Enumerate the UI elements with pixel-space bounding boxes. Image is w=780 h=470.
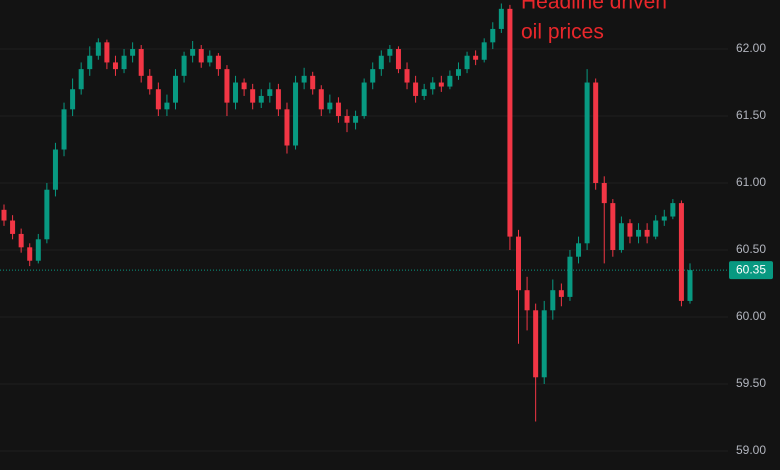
candle-body	[181, 55, 187, 76]
candle-body	[353, 116, 359, 123]
candle-body	[241, 82, 247, 90]
candle-body	[507, 8, 513, 237]
candle-body	[61, 109, 67, 150]
candle-body	[421, 89, 427, 96]
candle-body	[147, 75, 153, 90]
candle-body	[550, 290, 556, 311]
candle-body	[215, 55, 221, 70]
candle-body	[438, 82, 444, 87]
candle-body	[541, 310, 547, 378]
candle-body	[1, 209, 7, 221]
candle-body	[413, 82, 419, 96]
candle-body	[610, 203, 616, 251]
candle-body	[524, 290, 530, 311]
candle-body	[644, 229, 650, 237]
candle-body	[593, 82, 599, 184]
candle-body	[44, 189, 50, 240]
candle-body	[678, 203, 684, 301]
candle-body	[584, 82, 590, 244]
candle-body	[10, 220, 16, 234]
annotations: Headline driven oil prices	[521, 0, 667, 44]
candle-body	[378, 55, 384, 70]
candle-body	[335, 102, 341, 117]
candle-body	[233, 82, 239, 103]
candle-body	[327, 102, 333, 110]
y-tick-label: 61.50	[736, 108, 766, 122]
y-tick-label: 60.50	[736, 242, 766, 256]
candle-body	[104, 42, 110, 63]
y-tick-label: 61.00	[736, 175, 766, 189]
candle-body	[224, 69, 230, 103]
candle-body	[164, 102, 170, 110]
candle-body	[293, 82, 299, 146]
candle-body	[601, 183, 607, 204]
candle-body	[95, 42, 101, 56]
candle-body	[481, 42, 487, 60]
candle-body	[310, 75, 316, 90]
annotation-text: Headline driven	[521, 0, 667, 14]
candle-body	[138, 49, 144, 76]
candle-body	[387, 49, 393, 56]
candle-body	[87, 55, 93, 70]
candle-body	[258, 95, 264, 103]
candle-body	[198, 49, 204, 63]
candle-body	[18, 233, 24, 248]
candle-body	[27, 247, 33, 261]
y-tick-label: 59.00	[736, 443, 766, 457]
candle-body	[284, 109, 290, 146]
candle-body	[464, 55, 470, 70]
y-tick-label: 62.00	[736, 41, 766, 55]
candle-body	[173, 75, 178, 103]
candle-body	[516, 236, 521, 291]
price-axis: 59.00 59.50 60.00 60.50 61.00 61.50 62.00 60.35	[729, 41, 773, 457]
candle-body	[155, 89, 161, 110]
current-price-label: 60.35	[736, 262, 766, 276]
candle-body	[447, 75, 453, 87]
candle-body	[661, 216, 667, 221]
candle-body	[636, 229, 642, 237]
candle-body	[190, 49, 196, 56]
candle-body	[533, 310, 539, 378]
candle-body	[395, 49, 401, 70]
candle-body	[576, 243, 582, 257]
candle-body	[567, 256, 573, 297]
y-tick-label: 59.50	[736, 376, 766, 390]
candle-body	[267, 89, 273, 96]
candle-body	[361, 82, 367, 117]
candle-body	[130, 49, 136, 56]
candle-body	[498, 8, 504, 29]
y-tick-label: 60.00	[736, 309, 766, 323]
candle-body	[70, 89, 76, 110]
candle-body	[52, 149, 58, 190]
annotation-text: oil prices	[521, 21, 604, 44]
candle-body	[455, 69, 461, 76]
candle-body	[627, 223, 633, 237]
candle-body	[558, 290, 564, 297]
candle-body	[430, 82, 436, 90]
candle-body	[670, 203, 676, 217]
candle-body	[473, 55, 479, 60]
candles	[1, 3, 693, 422]
candle-body	[370, 69, 376, 83]
candle-body	[687, 270, 693, 301]
current-price-box	[729, 261, 773, 280]
candle-body	[404, 69, 410, 83]
candle-body	[207, 55, 213, 63]
candle-body	[490, 28, 496, 43]
candle-body	[35, 239, 41, 261]
candle-body	[275, 89, 281, 110]
candle-body	[78, 69, 84, 90]
candle-body	[250, 89, 256, 103]
candle-body	[121, 55, 127, 70]
candle-body	[344, 116, 350, 123]
candle-body	[301, 75, 307, 83]
candle-body	[618, 223, 624, 251]
candle-body	[318, 89, 324, 110]
candle-body	[653, 220, 659, 237]
candle-body	[112, 62, 118, 70]
